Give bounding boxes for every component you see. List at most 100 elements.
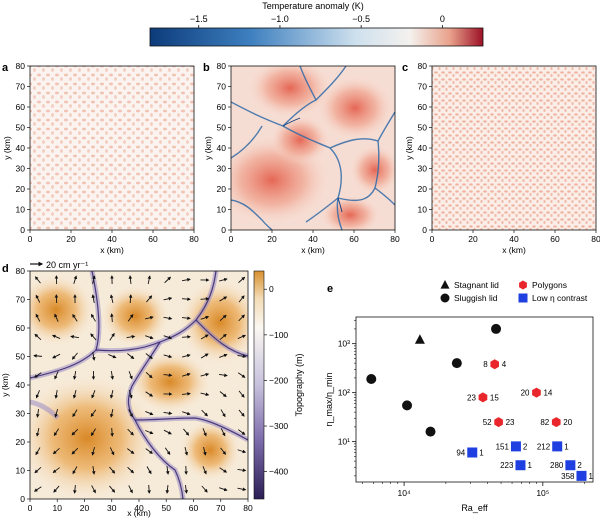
velocity-arrow: [127, 448, 135, 454]
point-label: 20: [521, 389, 530, 398]
panel-c: c: [402, 62, 597, 231]
y-tick-label: 70: [418, 82, 428, 92]
y-tick-label: 70: [16, 295, 26, 305]
y-tick-label: 60: [16, 323, 26, 333]
y-tick-label: 70: [217, 82, 227, 92]
velocity-arrow: [71, 447, 79, 455]
y-tick-label: 40: [418, 143, 428, 153]
y-tick-label: 10: [16, 466, 26, 476]
velocity-arrow: [165, 465, 170, 475]
point-label: 23: [467, 393, 476, 402]
x-tick-label: 40: [134, 503, 144, 513]
y-tick-label: 20: [16, 184, 26, 194]
velocity-arrow: [91, 485, 96, 494]
velocity-arrow: [146, 466, 152, 475]
y-tick-label: 0: [20, 494, 25, 504]
velocity-arrow: [200, 372, 210, 377]
velocity-arrow: [72, 313, 78, 322]
velocity-arrow: [128, 390, 133, 399]
velocity-arrow: [34, 276, 41, 284]
topography-colorbar: 0 −100 −200 −300 −400 Topography (m): [253, 270, 304, 500]
velocity-arrow: [33, 486, 42, 492]
point-label: 358: [561, 472, 575, 481]
legend-marker-hexagon: [519, 280, 527, 290]
velocity-arrow: [220, 447, 227, 455]
velocity-arrow: [73, 370, 77, 380]
x-axis-label: x (km): [301, 245, 325, 255]
topography-colorbar-gradient: [253, 270, 265, 500]
velocity-arrow: [109, 485, 116, 493]
velocity-arrow: [35, 390, 40, 399]
velocity-arrow: [145, 353, 153, 360]
velocity-arrow: [184, 447, 189, 456]
velocity-arrow: [128, 371, 133, 380]
point-label: 15: [490, 393, 499, 402]
y-tick-label: 20: [217, 184, 227, 194]
velocity-arrow: [145, 411, 154, 416]
velocity-arrow: [147, 484, 151, 494]
velocity-arrow: [128, 485, 133, 494]
velocity-arrow: [90, 333, 97, 341]
velocity-arrow: [34, 466, 42, 474]
y-axis-label: y (km): [203, 136, 213, 160]
y-tick-label: 30: [16, 409, 26, 419]
point-label: 1: [564, 442, 569, 451]
y-tick-label: 10¹: [338, 437, 350, 447]
y-tick-label: 0: [221, 225, 226, 235]
data-point-hexagon: [490, 359, 499, 370]
y-tick-label: 20: [418, 184, 428, 194]
velocity-arrow: [34, 372, 42, 378]
x-tick-label: 80: [243, 503, 253, 513]
x-tick-label: 40: [308, 234, 318, 244]
point-label: 2: [577, 461, 582, 470]
point-label: 280: [550, 461, 564, 470]
x-tick-label: 10⁵: [536, 488, 549, 498]
y-tick-label: 60: [16, 102, 26, 112]
colorbar-tick-label: −200: [269, 375, 288, 385]
velocity-arrow: [237, 354, 247, 358]
colorbar-tick-label: −300: [269, 421, 288, 431]
velocity-arrow: [219, 333, 227, 340]
x-tick-label: 50: [162, 503, 172, 513]
panel-label-a: a: [2, 62, 9, 74]
velocity-arrow: [219, 391, 227, 398]
x-tick-label: 0: [28, 503, 33, 513]
velocity-arrow: [110, 427, 114, 437]
velocity-arrow: [145, 448, 153, 454]
point-label: 1: [479, 449, 484, 458]
data-point-circle: [366, 373, 377, 384]
velocity-arrow: [145, 430, 154, 435]
y-axis-label: y (km): [2, 136, 12, 160]
velocity-arrow: [54, 313, 59, 322]
point-label: 4: [502, 360, 507, 369]
y-tick-label: 10: [16, 205, 26, 215]
velocity-arrow: [200, 297, 210, 301]
panel-label-c: c: [402, 62, 408, 74]
x-tick-label: 0: [229, 234, 234, 244]
y-tick-label: 60: [418, 102, 428, 112]
velocity-arrow: [71, 352, 78, 360]
data-point-hexagon: [478, 392, 488, 403]
y-tick-label: 50: [16, 123, 26, 133]
velocity-arrow: [127, 313, 134, 322]
velocity-arrow: [238, 390, 245, 398]
data-point-square: [467, 447, 478, 458]
x-tick-label: 10: [53, 503, 63, 513]
plume-field-b: [231, 66, 395, 230]
y-tick-label: 80: [16, 61, 26, 71]
velocity-arrow: [91, 390, 96, 399]
velocity-arrow: [145, 371, 153, 379]
arrow-key-label: 20 cm yr⁻¹: [46, 260, 88, 270]
point-label: 20: [563, 418, 572, 427]
velocity-arrow: [237, 487, 247, 492]
data-point-hexagon: [494, 417, 503, 428]
velocity-arrow: [145, 315, 154, 320]
y-tick-label: 40: [16, 380, 26, 390]
velocity-arrow: [201, 409, 209, 417]
y-tick-label: 50: [217, 123, 227, 133]
velocity-arrow: [109, 390, 114, 399]
point-label: 2: [523, 442, 528, 451]
velocity-arrow: [200, 315, 210, 320]
x-axis-label: x (km): [502, 245, 526, 255]
